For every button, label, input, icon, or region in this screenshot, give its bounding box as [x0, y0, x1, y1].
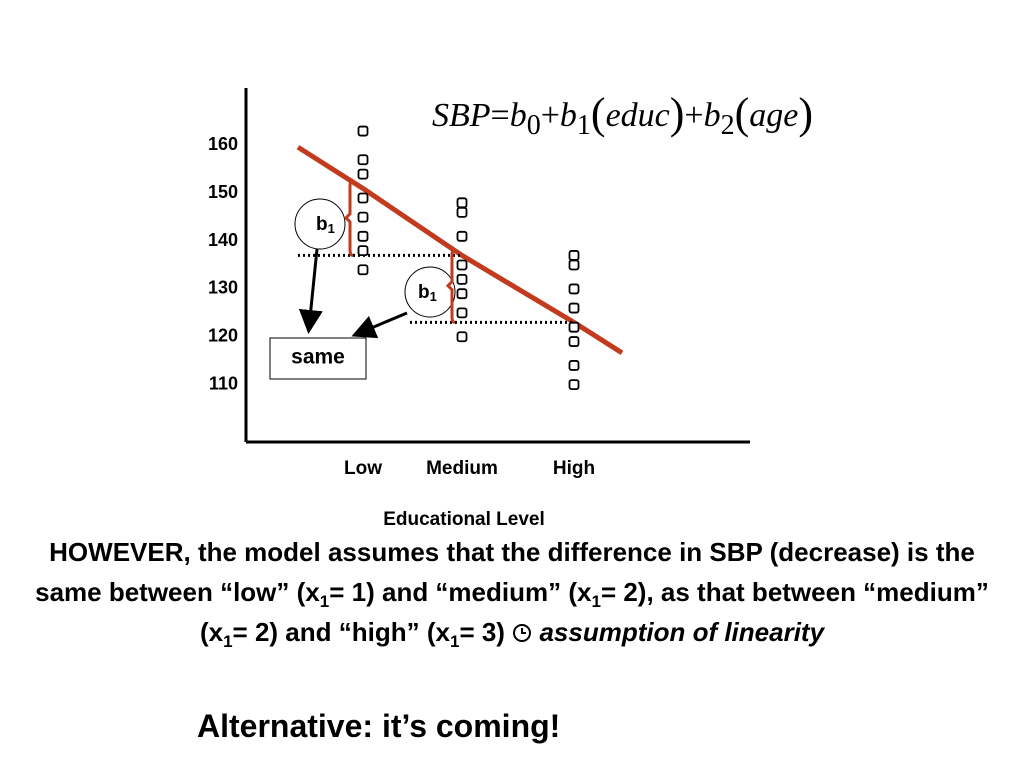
eq-part: =	[491, 97, 510, 134]
eq-part: 0	[527, 110, 541, 141]
data-point	[568, 302, 580, 314]
y-tick-label: 160	[208, 134, 238, 154]
data-point	[357, 211, 369, 223]
data-point	[357, 154, 369, 166]
data-point	[357, 230, 369, 242]
eq-part: b	[560, 97, 577, 134]
eq-part: b	[510, 97, 527, 134]
data-point	[568, 259, 580, 271]
data-point	[357, 245, 369, 257]
eq-part: +	[684, 97, 703, 134]
data-point	[568, 379, 580, 390]
data-point	[456, 230, 468, 242]
data-point	[456, 331, 468, 343]
chart: Educational Level SBP=b0+b1(educ)+b2(age…	[208, 88, 813, 530]
arrow	[298, 248, 323, 334]
data-point	[568, 321, 580, 333]
eq-part: +	[541, 97, 560, 134]
data-point	[357, 168, 369, 180]
b1-circle	[404, 266, 456, 318]
body-text: HOWEVER, the model assumes that the diff…	[32, 532, 992, 652]
clock-icon	[513, 624, 532, 642]
y-tick-label: 140	[208, 230, 238, 250]
eq-part: (	[735, 89, 750, 138]
body-sub: 1	[319, 592, 330, 612]
body-sub: 1	[449, 632, 460, 652]
y-tick-label: 150	[208, 182, 238, 202]
arrow	[351, 311, 408, 339]
y-tick-label: 110	[209, 373, 238, 393]
same-box	[269, 337, 367, 380]
fit-extension	[572, 320, 624, 355]
eq-part: b	[704, 97, 721, 134]
fit-extension	[296, 145, 365, 191]
y-tick-label: 130	[208, 278, 238, 298]
data-point	[357, 264, 369, 276]
data-point	[357, 192, 369, 204]
body-part: HOWEVER, the model assumes that the diff…	[35, 537, 975, 607]
eq-part: 1	[577, 110, 591, 141]
equation: SBP=b0+b1(educ)+b2(age)	[432, 89, 813, 141]
data-point	[568, 360, 580, 371]
eq-part: 2	[721, 110, 735, 141]
eq-part: SBP	[432, 97, 491, 134]
body-part: = 1) and “medium” (x	[329, 577, 592, 607]
body-sub: 1	[223, 632, 233, 652]
eq-part: )	[798, 89, 813, 138]
b-text: b	[418, 282, 430, 303]
eq-part: age	[749, 97, 798, 134]
body-part: = 3)	[459, 617, 505, 647]
body-part: = 2) and “high” (x	[232, 617, 450, 647]
brace	[343, 178, 354, 257]
b1-circle	[294, 198, 346, 250]
x-tick-label: Low	[344, 458, 382, 479]
b-sub: 1	[328, 221, 335, 236]
data-point	[456, 259, 468, 271]
fit-line	[361, 186, 576, 325]
eq-part: )	[670, 89, 685, 138]
footer: Alternative: it’s coming!	[197, 708, 561, 744]
eq-part: (	[591, 89, 606, 138]
data-point	[456, 197, 468, 209]
data-point	[456, 273, 468, 285]
eq-part: educ	[606, 97, 670, 134]
b1-label: b1	[316, 214, 335, 236]
body-italic: assumption of linearity	[539, 617, 825, 647]
data-point	[568, 250, 580, 261]
data-point	[456, 288, 468, 300]
y-tick-label: 120	[208, 326, 238, 346]
data-point	[456, 307, 468, 319]
data-point	[456, 206, 468, 218]
x-axis-label: Educational Level	[383, 509, 545, 530]
same-label: same	[291, 346, 345, 369]
b1-label: b1	[418, 282, 437, 304]
body-sub: 1	[591, 592, 601, 612]
x-tick-label: High	[553, 458, 595, 479]
data-point	[568, 283, 580, 295]
b-text: b	[316, 214, 328, 235]
b-sub: 1	[430, 289, 437, 304]
data-point	[568, 336, 580, 347]
body-part: = 2), as that between “medium” (x	[199, 577, 989, 647]
data-point	[357, 125, 369, 137]
brace	[445, 247, 456, 324]
x-tick-label: Medium	[426, 458, 498, 479]
